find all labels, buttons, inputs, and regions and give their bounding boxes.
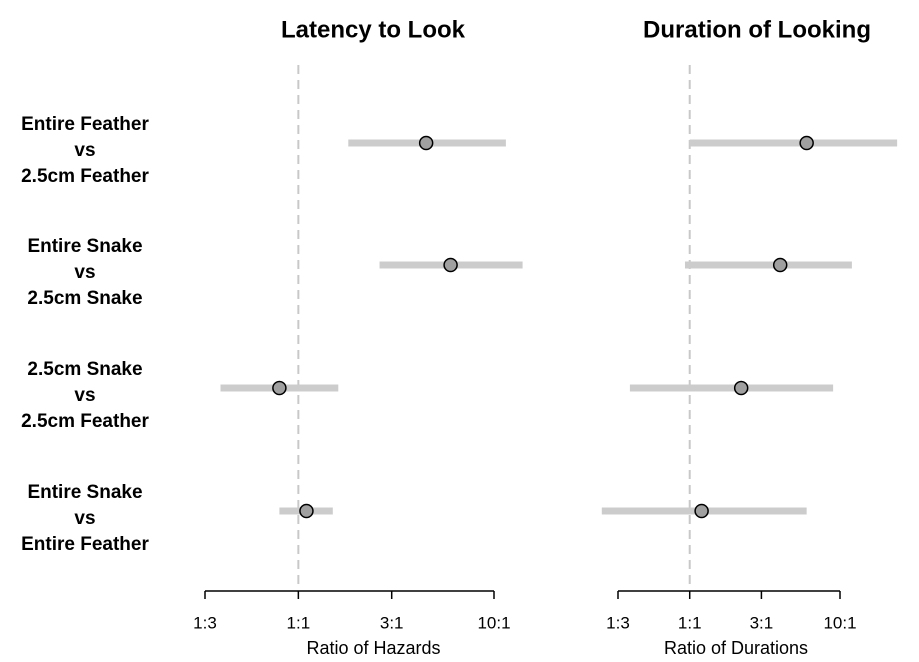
row-label-line: Entire Snake: [27, 482, 142, 503]
point-estimate: [443, 257, 458, 273]
x-tick-label: 1:3: [193, 613, 217, 632]
point-estimate: [299, 503, 314, 519]
row-label-line: 2.5cm Snake: [27, 288, 142, 309]
row-labels: Entire Feather vs 2.5cm Feather Entire Snak…: [21, 114, 149, 555]
panel-duration: Duration of Looking 1:3 1:1 3:1 10:1 Ratio of…: [601, 16, 898, 658]
point-estimate: [418, 135, 434, 151]
row-label-line: Entire Feather: [21, 114, 149, 135]
x-tick-label: 10:1: [477, 613, 510, 632]
x-tick-label: 1:1: [678, 613, 702, 632]
point-estimate: [733, 380, 749, 396]
row-label-line: Entire Snake: [27, 236, 142, 257]
row-label-line: 2.5cm Feather: [21, 411, 149, 432]
row-label-line: vs: [74, 508, 95, 529]
x-tick-label: 3:1: [380, 613, 404, 632]
point-estimate: [272, 380, 287, 396]
point-estimate: [694, 503, 709, 519]
x-tick-label: 1:3: [606, 613, 630, 632]
row-label-line: Entire Feather: [21, 534, 149, 555]
point-estimate: [799, 135, 814, 151]
row-label-line: vs: [74, 262, 95, 283]
row-label-line: 2.5cm Feather: [21, 166, 149, 187]
panel-title: Latency to Look: [281, 16, 466, 43]
row-label-line: vs: [74, 140, 95, 161]
point-estimate: [772, 257, 788, 273]
row-label-line: 2.5cm Snake: [27, 359, 142, 380]
x-axis-label: Ratio of Durations: [664, 638, 808, 658]
x-axis-label: Ratio of Hazards: [306, 638, 440, 658]
panel-latency: Latency to Look 1:3 1:1 3:1 10:1 Ratio of Haz…: [193, 16, 523, 658]
x-tick-label: 10:1: [823, 613, 856, 632]
panel-title: Duration of Looking: [643, 16, 871, 43]
row-label-line: vs: [74, 385, 95, 406]
x-tick-label: 1:1: [287, 613, 311, 632]
x-tick-label: 3:1: [750, 613, 774, 632]
